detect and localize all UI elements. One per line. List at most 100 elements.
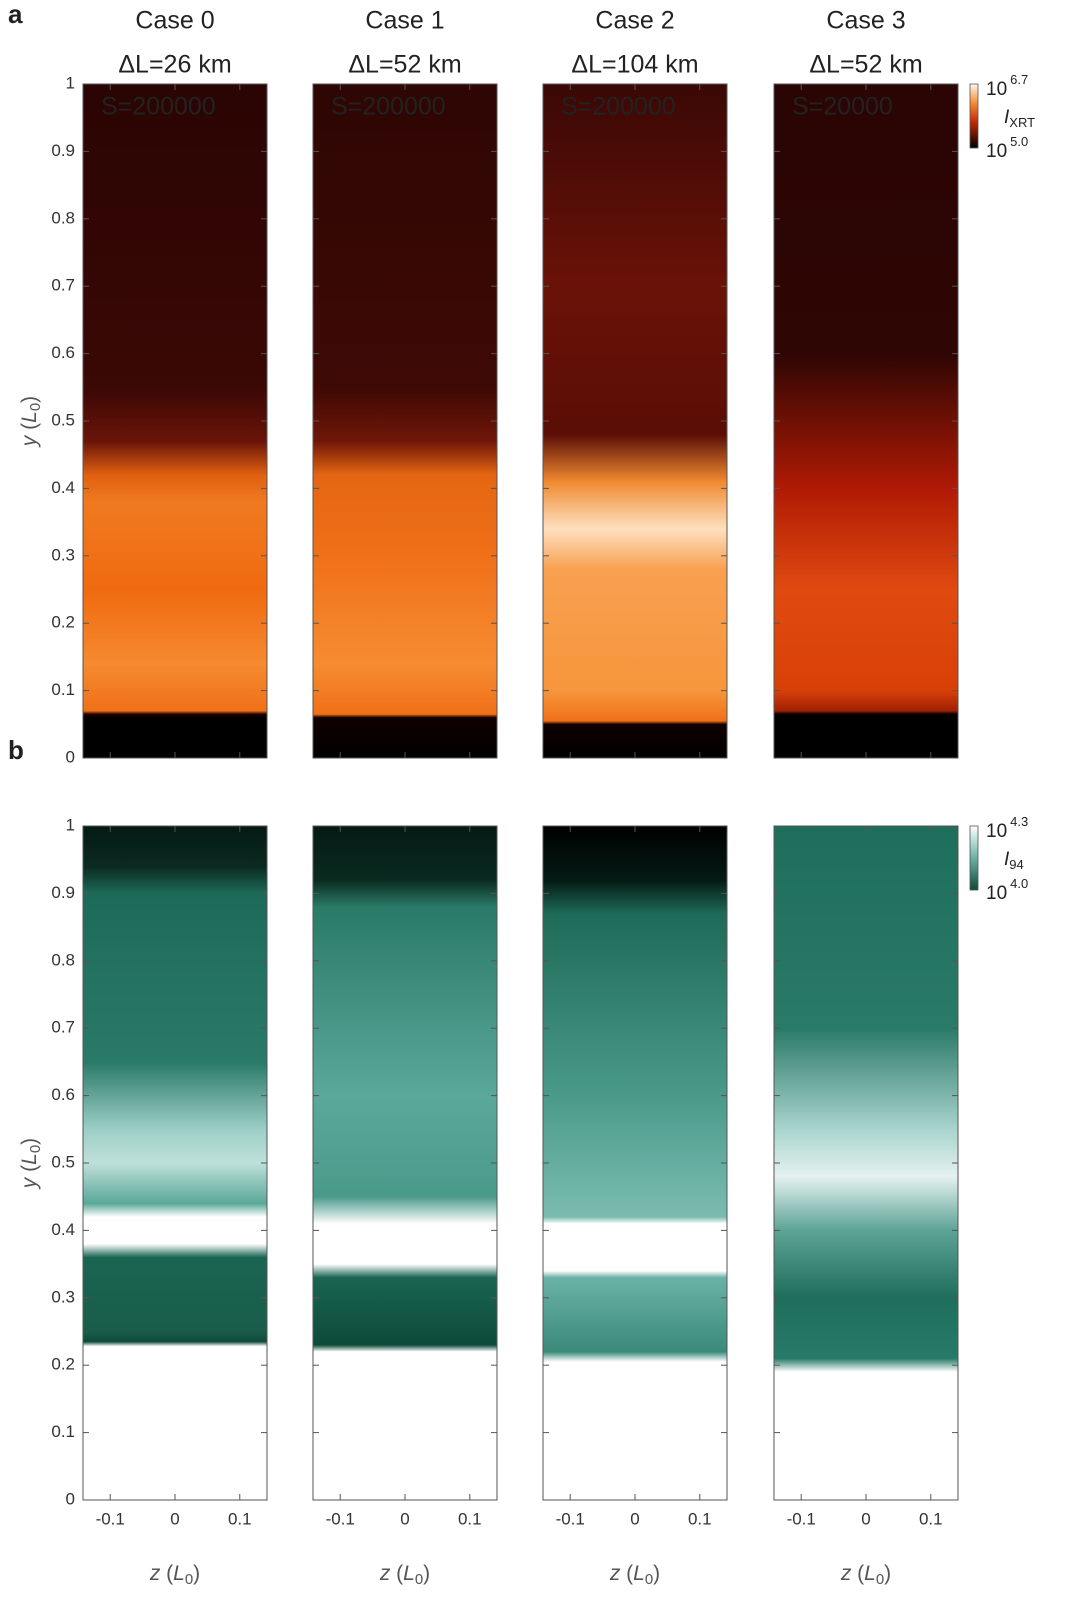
axis-unit: L	[18, 1153, 41, 1165]
axis-var: y	[18, 434, 41, 448]
image-panel	[773, 825, 959, 1501]
axis-sub: 0	[27, 1145, 44, 1153]
axis-label: z (L0)	[149, 1562, 200, 1588]
case-resolution: ΔL=26 km	[118, 51, 231, 79]
quantity-sub: 94	[1009, 857, 1023, 872]
x-tick-label: 0	[630, 1509, 639, 1528]
y-tick-label: 0.5	[51, 410, 75, 429]
y-tick-label: 0.5	[51, 1152, 75, 1171]
y-tick-label: 0.2	[51, 1355, 75, 1374]
axis-label: z (L0)	[609, 1562, 660, 1588]
axis-sub: 0	[415, 1571, 423, 1588]
image-panel	[542, 83, 728, 759]
quantity-symbol: I	[1004, 107, 1010, 128]
axis-paren: (	[390, 1562, 403, 1585]
axis-paren: (	[851, 1562, 864, 1585]
y-tick-label: 1	[66, 815, 75, 834]
y-tick-label: 0.7	[51, 1018, 75, 1037]
axis-paren: (	[18, 423, 41, 436]
axis-paren: )	[653, 1562, 660, 1585]
colorbar-label: 10 4.3	[986, 814, 1028, 842]
axis-paren: )	[884, 1562, 891, 1585]
colorbar	[969, 825, 979, 891]
colorbar	[969, 83, 979, 149]
axis-var: z	[379, 1562, 391, 1585]
axis-paren: )	[18, 1138, 41, 1145]
axis-sub: 0	[876, 1571, 884, 1588]
axis-paren: (	[18, 1165, 41, 1178]
y-tick-label: 0.9	[51, 141, 75, 160]
axis-paren: )	[18, 396, 41, 403]
axis-var: z	[149, 1562, 161, 1585]
case-lundquist: S=200000	[101, 93, 216, 121]
image-panel	[312, 83, 498, 759]
axis-paren: (	[160, 1562, 173, 1585]
colorbar-base: 10	[986, 821, 1007, 842]
x-tick-label: 0.1	[458, 1509, 482, 1528]
colorbar-quantity: I94	[1004, 849, 1024, 872]
axis-label: y (L0)	[18, 1138, 44, 1190]
colorbar-label: 10 6.7	[986, 72, 1028, 100]
y-tick-label: 0.9	[51, 883, 75, 902]
case-name: Case 1	[365, 7, 444, 35]
y-tick-label: 0.1	[51, 1422, 75, 1441]
axis-label: z (L0)	[840, 1562, 891, 1588]
axis-sub: 0	[27, 403, 44, 411]
panel-label: a	[8, 0, 23, 29]
quantity-sub: XRT	[1009, 115, 1035, 130]
image-panel	[542, 825, 728, 1501]
axis-sub: 0	[185, 1571, 193, 1588]
y-tick-label: 0.6	[51, 343, 75, 362]
axis-sub: 0	[645, 1571, 653, 1588]
colorbar-quantity: IXRT	[1004, 107, 1035, 130]
y-tick-label: 0.2	[51, 613, 75, 632]
y-tick-label: 0.3	[51, 1287, 75, 1306]
y-tick-label: 0	[66, 1489, 75, 1508]
colorbar-exp: 5.0	[1010, 134, 1028, 149]
colorbar-base: 10	[986, 79, 1007, 100]
x-tick-label: 0.1	[228, 1509, 252, 1528]
colorbar-base: 10	[986, 883, 1007, 904]
y-tick-label: 0.1	[51, 680, 75, 699]
case-lundquist: S=200000	[561, 93, 676, 121]
x-tick-label: 0	[170, 1509, 179, 1528]
case-name: Case 0	[135, 7, 214, 35]
axis-label: z (L0)	[379, 1562, 430, 1588]
y-tick-label: 0.6	[51, 1085, 75, 1104]
case-name: Case 2	[595, 7, 674, 35]
case-resolution: ΔL=52 km	[348, 51, 461, 79]
y-tick-label: 0.4	[51, 478, 75, 497]
x-tick-label: 0.1	[919, 1509, 943, 1528]
x-tick-label: -0.1	[96, 1509, 125, 1528]
y-tick-label: 0	[66, 747, 75, 766]
y-tick-label: 1	[66, 73, 75, 92]
colorbar-base: 10	[986, 141, 1007, 162]
colorbar-exp: 6.7	[1010, 72, 1028, 87]
x-tick-label: -0.1	[326, 1509, 355, 1528]
x-tick-label: -0.1	[787, 1509, 816, 1528]
image-panel	[82, 825, 268, 1501]
quantity-symbol: I	[1004, 849, 1010, 870]
axis-var: y	[18, 1176, 41, 1190]
y-tick-label: 0.7	[51, 276, 75, 295]
y-tick-label: 0.8	[51, 950, 75, 969]
axis-paren: (	[620, 1562, 633, 1585]
colorbar-exp: 4.0	[1010, 876, 1028, 891]
axis-var: z	[840, 1562, 852, 1585]
y-tick-label: 0.8	[51, 208, 75, 227]
x-tick-label: 0.1	[688, 1509, 712, 1528]
colorbar-label: 10 5.0	[986, 134, 1028, 162]
image-panel	[82, 83, 268, 759]
image-panel	[773, 83, 959, 759]
case-resolution: ΔL=52 km	[809, 51, 922, 79]
axis-unit: L	[403, 1562, 415, 1585]
axis-paren: )	[193, 1562, 200, 1585]
x-tick-label: 0	[400, 1509, 409, 1528]
colorbar-exp: 4.3	[1010, 814, 1028, 829]
x-tick-label: 0	[861, 1509, 870, 1528]
y-tick-label: 0.4	[51, 1220, 75, 1239]
axis-unit: L	[864, 1562, 876, 1585]
colorbar-label: 10 4.0	[986, 876, 1028, 904]
